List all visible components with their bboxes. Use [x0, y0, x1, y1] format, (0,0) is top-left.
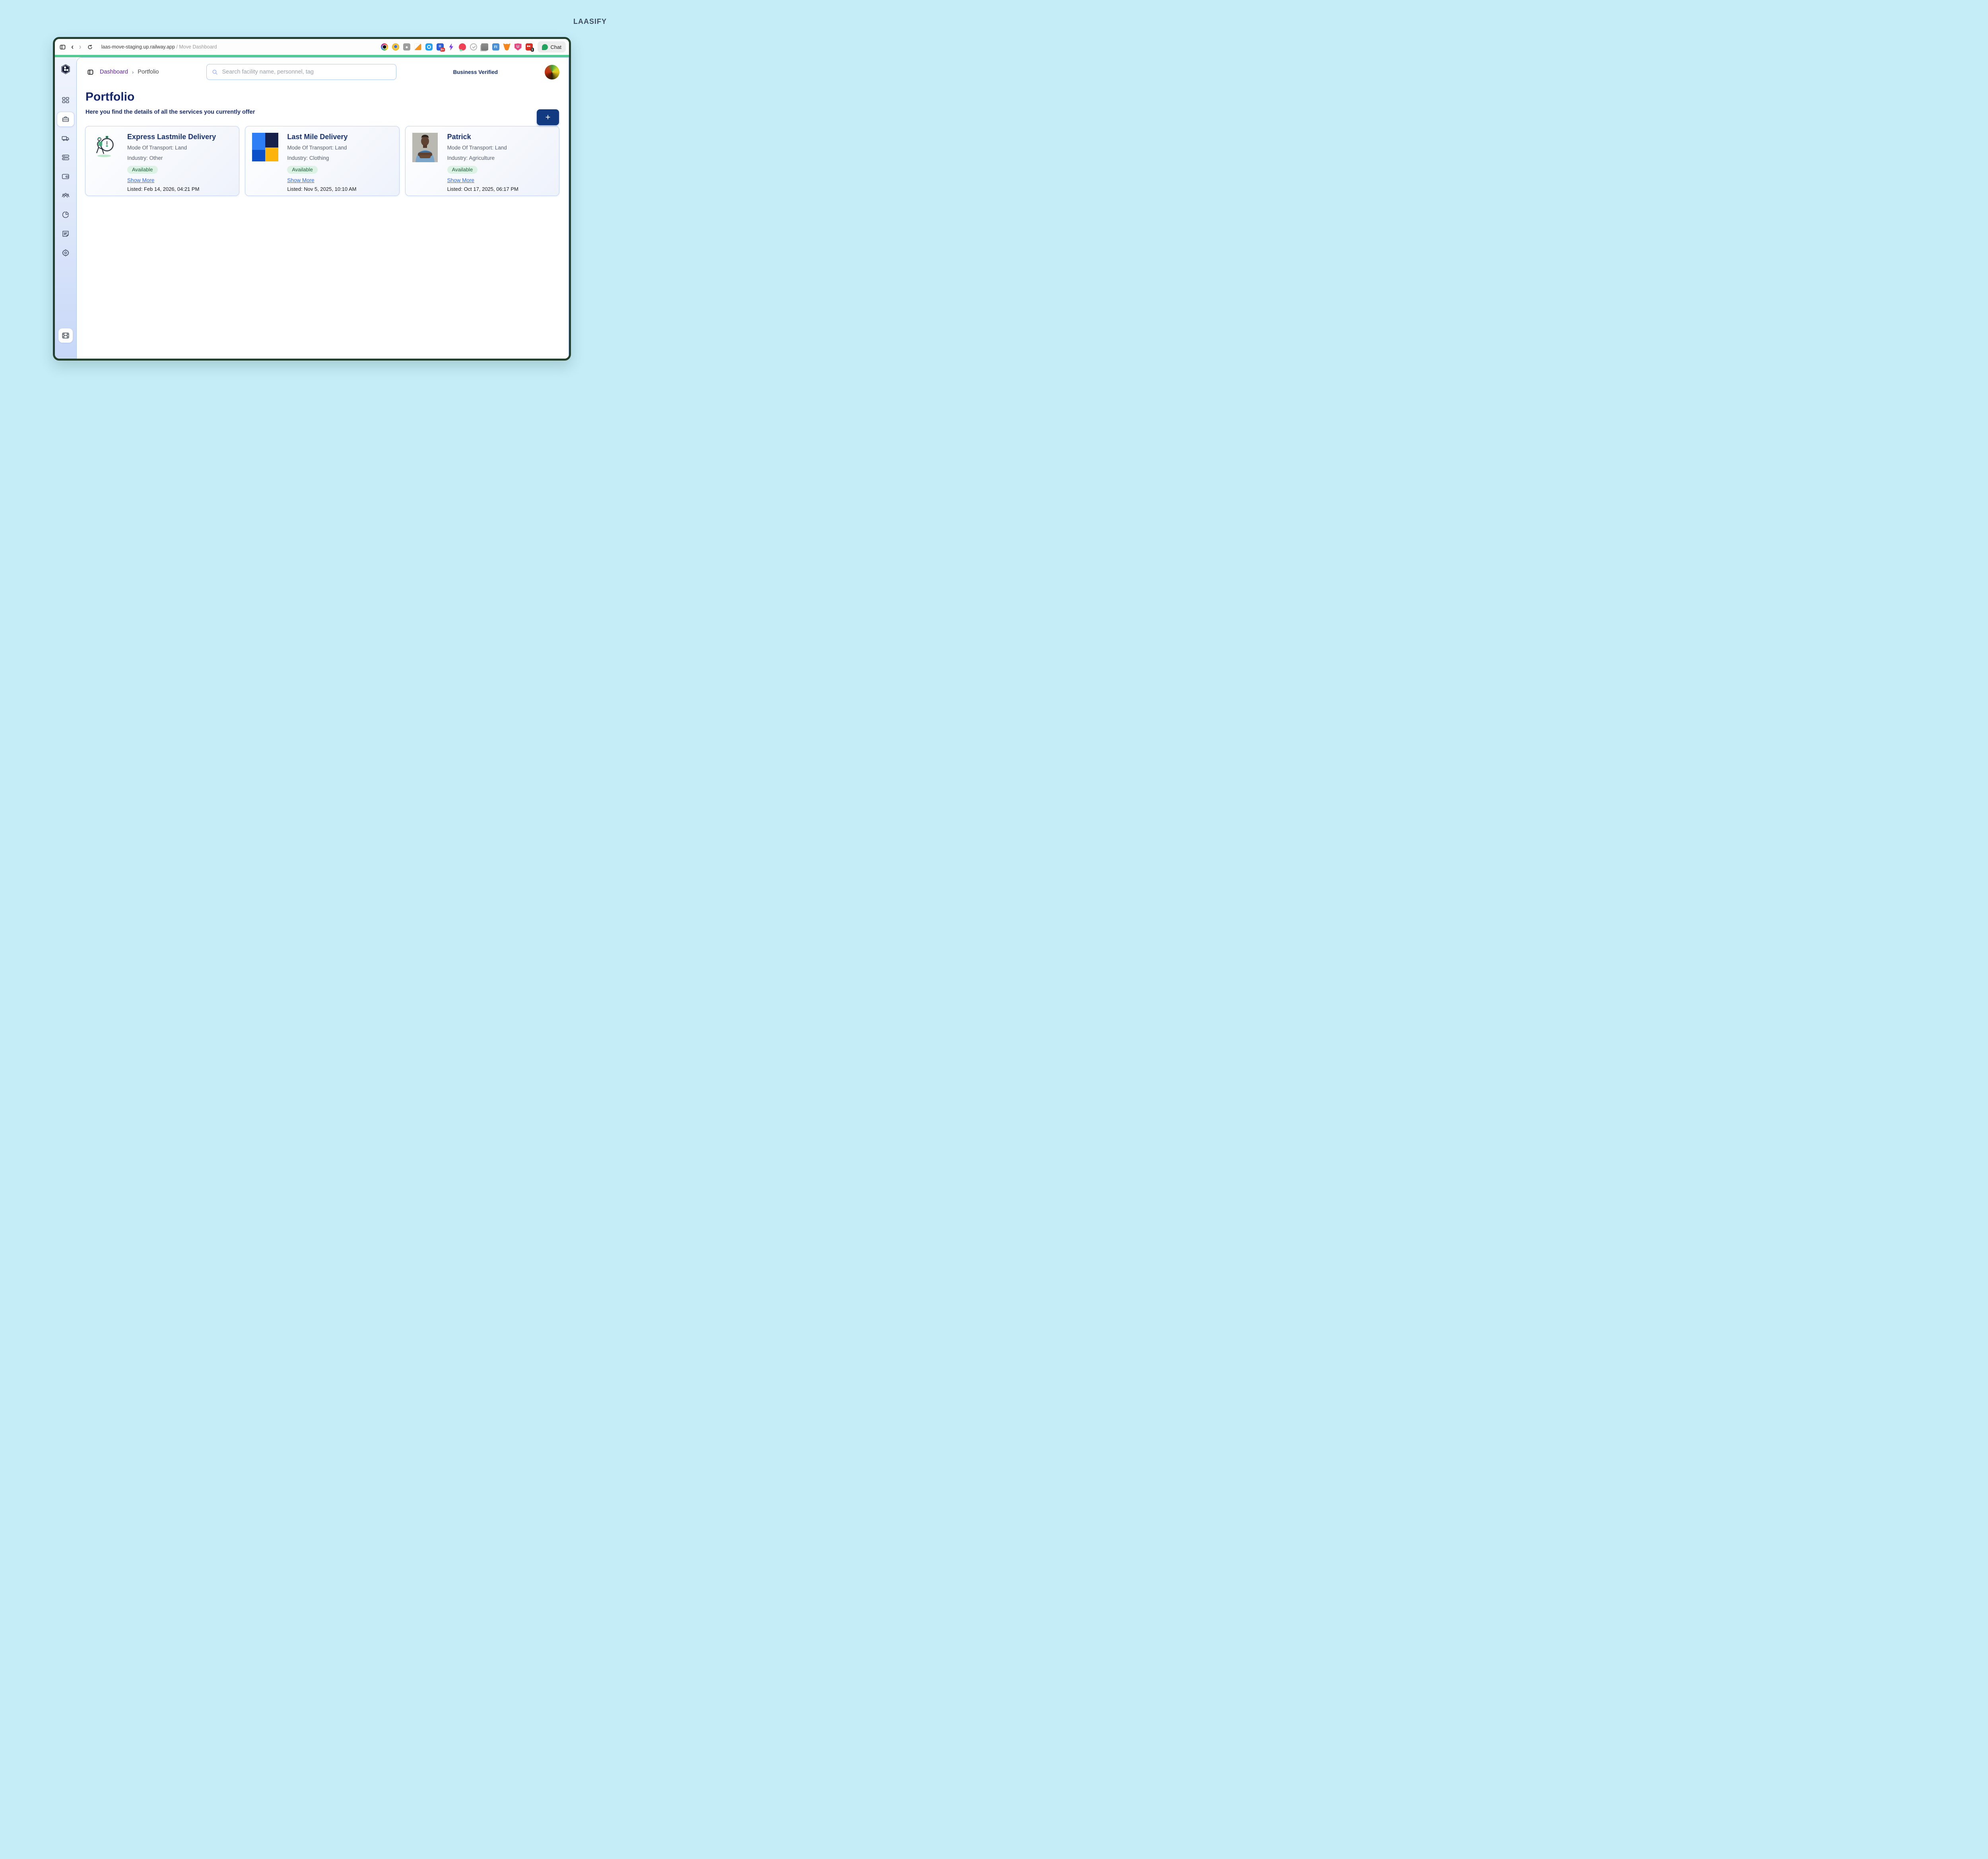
- sidebar-item-portfolio[interactable]: [55, 110, 76, 129]
- chat-button[interactable]: Chat: [537, 41, 566, 52]
- browser-window: ‹ › laas-move-staging.up.railway.app / M…: [53, 37, 571, 361]
- page-title: Portfolio: [85, 90, 135, 103]
- wallet-icon: [62, 174, 69, 179]
- status-badge: Available: [287, 165, 318, 174]
- breadcrumb: Dashboard › Portfolio: [100, 69, 159, 75]
- page-subtitle: Here you find the details of all the ser…: [85, 109, 255, 115]
- reload-icon[interactable]: [87, 43, 94, 50]
- search-box: [206, 64, 397, 80]
- recorder-extension-icon[interactable]: 1: [525, 43, 534, 52]
- search-input[interactable]: [222, 69, 392, 75]
- sidebar-item-deliveries[interactable]: [55, 129, 76, 148]
- patrick-photo: [412, 133, 439, 191]
- burst-extension-icon[interactable]: 9+: [436, 43, 445, 52]
- url-suffix: / Move Dashboard: [175, 44, 217, 50]
- service-transport: Mode Of Transport: Land: [287, 145, 347, 151]
- notes-document-icon: [62, 231, 69, 237]
- extension-row: 9+ FI U 1 Chat: [377, 41, 566, 52]
- settings-gear-icon: [62, 249, 69, 256]
- sidebar-item-inventory[interactable]: [55, 148, 76, 167]
- camera-extension-icon[interactable]: [403, 43, 410, 50]
- avatar-extension-icon[interactable]: [392, 43, 399, 50]
- send-extension-icon[interactable]: [425, 43, 433, 50]
- back-icon[interactable]: ‹: [71, 43, 74, 51]
- media-film-icon: [62, 332, 69, 339]
- service-name: Last Mile Delivery: [287, 133, 348, 141]
- chat-bubble-icon: [542, 44, 548, 50]
- portfolio-briefcase-icon: [62, 116, 69, 122]
- zigzag-extension-icon[interactable]: [414, 43, 421, 50]
- service-name: Express Lastmile Delivery: [127, 133, 216, 141]
- add-service-button[interactable]: +: [537, 109, 559, 125]
- sidebar-item-notes[interactable]: [55, 224, 76, 243]
- show-more-link[interactable]: Show More: [447, 177, 474, 183]
- service-transport: Mode Of Transport: Land: [447, 145, 507, 151]
- service-card: Last Mile Delivery Mode Of Transport: La…: [245, 126, 400, 196]
- check-circle-extension-icon[interactable]: [470, 43, 477, 50]
- sidebar-item-settings[interactable]: [55, 243, 76, 262]
- chat-label: Chat: [550, 44, 561, 50]
- status-badge: Available: [127, 165, 158, 174]
- app-logo[interactable]: [60, 63, 72, 76]
- fi-extension-icon[interactable]: FI: [492, 43, 499, 50]
- service-industry: Industry: Other: [127, 155, 163, 161]
- listed-date: Listed: Oct 17, 2025, 06:17 PM: [447, 186, 518, 192]
- listed-date: Listed: Feb 14, 2026, 04:21 PM: [127, 186, 200, 192]
- user-avatar[interactable]: [545, 64, 559, 80]
- fox-extension-icon[interactable]: [503, 43, 511, 50]
- sidebar-item-dashboard[interactable]: [55, 91, 76, 110]
- service-industry: Industry: Clothing: [287, 155, 329, 161]
- laasify-brand-text: LAASIFY: [573, 17, 607, 25]
- main-panel: Dashboard › Portfolio Business Verified …: [76, 57, 569, 359]
- inventory-server-icon: [62, 155, 70, 160]
- dashboard-grid-icon: [62, 97, 69, 103]
- personnel-users-icon: [62, 193, 70, 198]
- documents-extension-icon[interactable]: [481, 43, 488, 50]
- sidebar-item-wallet[interactable]: [55, 167, 76, 186]
- search-icon: [212, 69, 218, 75]
- sidebar-item-analytics[interactable]: [55, 205, 76, 224]
- breadcrumb-current: Portfolio: [138, 69, 159, 75]
- address-bar[interactable]: laas-move-staging.up.railway.app / Move …: [101, 44, 217, 50]
- service-card-list: Express Lastmile Delivery Mode Of Transp…: [77, 126, 569, 196]
- chevron-right-icon: ›: [132, 69, 134, 75]
- deliveries-truck-icon: [62, 136, 69, 141]
- lens-extension-icon[interactable]: [381, 43, 388, 50]
- sidebar: [55, 57, 76, 359]
- last-mile-logo: [252, 133, 279, 191]
- status-badge: Available: [447, 165, 478, 174]
- sidebar-item-media[interactable]: [58, 328, 73, 343]
- strawberry-extension-icon[interactable]: [458, 43, 466, 51]
- service-card: Express Lastmile Delivery Mode Of Transp…: [85, 126, 240, 196]
- analytics-pie-icon: [62, 212, 69, 218]
- breadcrumb-dashboard-link[interactable]: Dashboard: [100, 69, 128, 75]
- bolt-extension-icon[interactable]: [449, 43, 453, 50]
- service-transport: Mode Of Transport: Land: [127, 145, 187, 151]
- active-item-highlight: [57, 112, 74, 127]
- browser-sidebar-toggle-icon[interactable]: [59, 43, 66, 50]
- url-text: laas-move-staging.up.railway.app: [101, 44, 175, 50]
- shield-extension-icon[interactable]: U: [514, 43, 522, 50]
- show-more-link[interactable]: Show More: [127, 177, 155, 183]
- service-industry: Industry: Agriculture: [447, 155, 495, 161]
- business-verified-label: Business Verified: [453, 69, 498, 75]
- extension-badge: 9+: [440, 48, 445, 52]
- service-name: Patrick: [447, 133, 471, 141]
- accent-strip: [55, 55, 569, 57]
- panel-header: Dashboard › Portfolio Business Verified: [77, 58, 569, 80]
- express-delivery-illustration: [92, 133, 118, 191]
- service-card: Patrick Mode Of Transport: Land Industry…: [405, 126, 559, 196]
- browser-toolbar: ‹ › laas-move-staging.up.railway.app / M…: [55, 39, 569, 55]
- listed-date: Listed: Nov 5, 2025, 10:10 AM: [287, 186, 357, 192]
- show-more-link[interactable]: Show More: [287, 177, 315, 183]
- extension-badge: 1: [530, 48, 534, 52]
- sidebar-item-personnel[interactable]: [55, 186, 76, 205]
- forward-icon[interactable]: ›: [79, 43, 82, 51]
- panel-toggle-icon[interactable]: [87, 69, 94, 76]
